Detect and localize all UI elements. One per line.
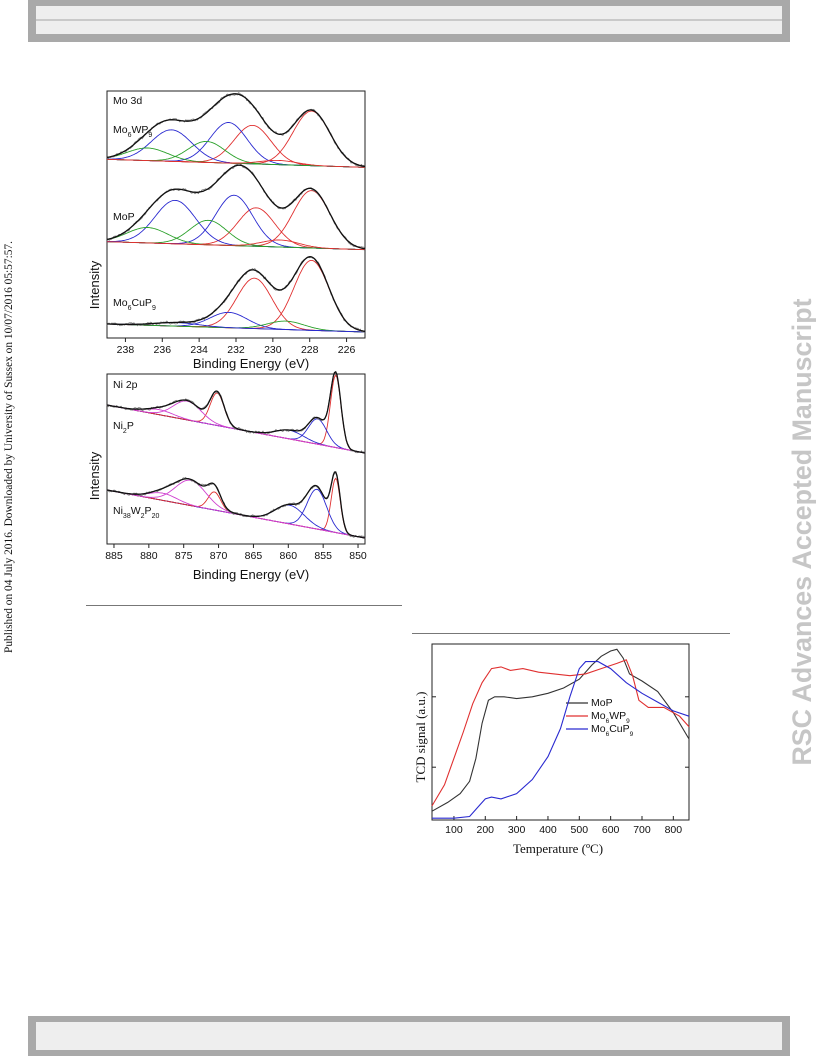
mo3d-series-2-envelope — [107, 256, 366, 332]
mo3d-series-1-component-5 — [106, 227, 366, 251]
page-footer-bar — [28, 1016, 790, 1056]
left-column-rule — [86, 605, 402, 606]
mo3d-series-2-component-2 — [107, 311, 365, 333]
tcd-xtick-label-2: 300 — [508, 824, 526, 836]
ni2p-series-0-component-3 — [106, 392, 366, 454]
mo3d-sample-1-label: Mo6WP9 — [113, 124, 152, 139]
tcd-xtick-label-3: 400 — [539, 824, 557, 836]
ni2p-sample-2-label: Ni38W2P20 — [113, 505, 159, 520]
mo3d-xtick-label-2: 234 — [190, 344, 208, 356]
mo3d-xlabel: Binding Energy (eV) — [193, 356, 309, 371]
ni2p-sample-1-label: Ni2P — [113, 420, 134, 435]
header-divider — [36, 19, 782, 21]
tcd-legend: MoP Mo6WP9 Mo6CuP9 — [566, 697, 634, 738]
mo3d-series-0-envelope — [106, 93, 366, 168]
ni2p-panel-title: Ni 2p — [113, 379, 138, 391]
mo3d-xps-chart: Intensity Mo 3d Mo6WP9 MoP Mo6CuP9 Bindi… — [87, 90, 366, 371]
ni2p-xtick-label-1: 880 — [140, 550, 158, 562]
page-header-bar — [28, 0, 790, 42]
mo3d-series-2-component-0 — [107, 259, 366, 332]
mo3d-panel-title: Mo 3d — [113, 95, 142, 107]
page-footer-inner — [36, 1022, 782, 1050]
tcd-xlabel: Temperature (ºC) — [513, 841, 603, 856]
tcd-plot-frame — [431, 643, 690, 821]
tcd-series-2-line — [432, 661, 690, 819]
ni2p-plot-frame — [106, 373, 366, 545]
accepted-manuscript-watermark: RSC Advances Accepted Manuscript — [787, 298, 816, 766]
mo3d-series-0-component-6 — [106, 158, 365, 168]
ni2p-xps-chart: Intensity Ni 2p Ni2P Ni38W2P20 Binding E… — [87, 370, 367, 582]
tcd-chart: TCD signal (a.u.) Temperature (ºC) MoP M… — [413, 643, 690, 856]
mo3d-xtick-label-5: 228 — [301, 344, 319, 356]
tcd-series-1-line — [431, 659, 690, 807]
tcd-xtick-label-7: 800 — [665, 824, 683, 836]
published-notice: Published on 04 July 2016. Downloaded by… — [3, 241, 15, 653]
page-header-inner — [36, 6, 782, 34]
ni2p-ylabel: Intensity — [87, 451, 102, 500]
mo3d-xtick-label-0: 238 — [117, 344, 135, 356]
ni2p-xtick-label-7: 850 — [349, 550, 367, 562]
mo3d-xtick-label-4: 230 — [264, 344, 282, 356]
ni2p-xlabel: Binding Energy (eV) — [193, 567, 309, 582]
ni2p-xtick-label-3: 870 — [210, 550, 228, 562]
tcd-ylabel: TCD signal (a.u.) — [413, 692, 428, 783]
mo3d-xtick-label-6: 226 — [338, 344, 356, 356]
mo3d-ylabel: Intensity — [87, 260, 102, 309]
tcd-xtick-label-5: 600 — [602, 824, 620, 836]
mo3d-xtick-label-1: 236 — [154, 344, 172, 356]
mo3d-series-1-envelope — [106, 164, 366, 250]
mo3d-sample-3-label: Mo6CuP9 — [113, 297, 156, 312]
ni2p-xtick-label-5: 860 — [280, 550, 298, 562]
tcd-xtick-label-4: 500 — [571, 824, 589, 836]
tcd-xtick-label-1: 200 — [477, 824, 495, 836]
right-column-rule — [412, 633, 730, 634]
ni2p-xtick-label-6: 855 — [314, 550, 332, 562]
ni2p-xtick-label-0: 885 — [105, 550, 123, 562]
ni2p-series-0-raw — [106, 372, 366, 454]
ni2p-xtick-label-4: 865 — [245, 550, 263, 562]
ni2p-xtick-label-2: 875 — [175, 550, 193, 562]
tcd-series-0-line — [431, 648, 690, 812]
tcd-legend-label-mop: MoP — [591, 697, 613, 709]
mo3d-xtick-label-3: 232 — [227, 344, 245, 356]
tcd-xtick-label-0: 100 — [445, 824, 463, 836]
ni2p-series-1-envelope — [106, 471, 366, 539]
mo3d-series-2-raw — [106, 256, 366, 334]
ni2p-series-0-envelope — [106, 370, 366, 454]
mo3d-series-1-component-0 — [107, 190, 366, 250]
tcd-legend-label-mo6wp9: Mo6WP9 — [591, 710, 630, 725]
mo3d-series-1-component-6 — [107, 239, 366, 251]
tcd-xtick-label-6: 700 — [633, 824, 651, 836]
mo3d-sample-2-label: MoP — [113, 211, 135, 223]
mo3d-series-0-component-0 — [106, 110, 366, 167]
tcd-legend-label-mo6cup9: Mo6CuP9 — [591, 723, 634, 738]
mo3d-series-1-component-2 — [107, 194, 366, 251]
